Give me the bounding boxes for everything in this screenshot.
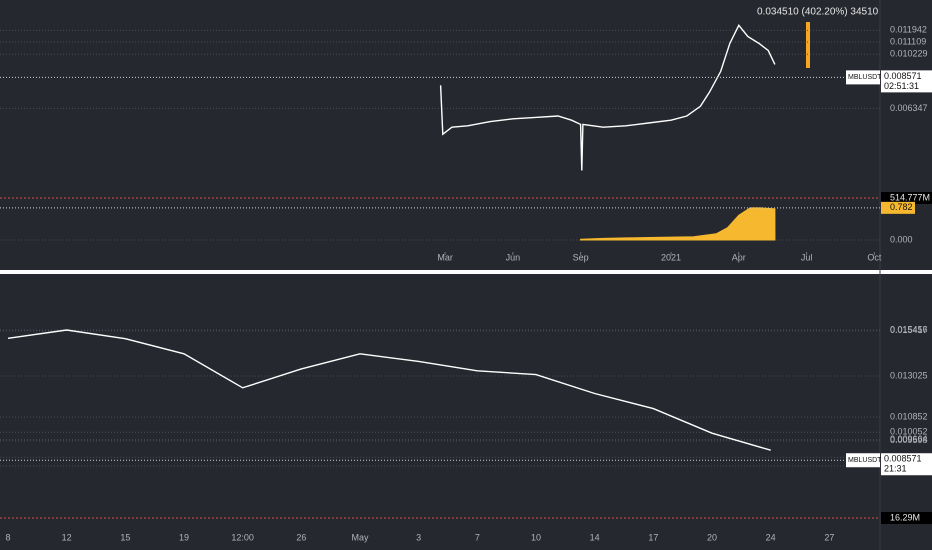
y-tick-label: 0.011942 bbox=[890, 25, 927, 35]
y-tick-label: 0.006347 bbox=[890, 103, 928, 113]
volume-tag bbox=[881, 192, 932, 204]
y-tick-label: 0.013025 bbox=[890, 370, 928, 380]
x-tick-label: Apr bbox=[732, 252, 746, 262]
indicator-label: 0.782 bbox=[890, 202, 913, 212]
symbol-label: MBLUSDT bbox=[848, 74, 882, 81]
indicator-area bbox=[580, 207, 776, 241]
volume-label: 16.29M bbox=[890, 512, 920, 522]
symbol-tag bbox=[846, 453, 880, 468]
measure-annotation: 0.034510 (402.20%) 34510 bbox=[757, 7, 879, 18]
x-tick-label: 17 bbox=[648, 532, 658, 542]
y-tick-label: 0.009598 bbox=[890, 435, 928, 445]
symbol-tag bbox=[846, 70, 880, 85]
x-tick-label: 12:00 bbox=[231, 532, 254, 542]
x-tick-label: Sep bbox=[573, 252, 589, 262]
x-tick-label: 24 bbox=[766, 532, 776, 542]
countdown: 02:51:31 bbox=[884, 81, 919, 91]
indicator-tag bbox=[881, 201, 915, 214]
symbol-label: MBLUSDT bbox=[848, 457, 882, 464]
price-tag bbox=[881, 70, 932, 93]
price-tag bbox=[881, 453, 932, 476]
y-tick-label: 0.010052 bbox=[890, 427, 928, 437]
divider bbox=[0, 270, 932, 274]
x-tick-label: 3 bbox=[416, 532, 421, 542]
price-label: 0.008571 bbox=[884, 71, 922, 81]
x-tick-label: 27 bbox=[824, 532, 834, 542]
x-tick-label: 15 bbox=[120, 532, 130, 542]
x-tick-label: 12 bbox=[62, 532, 72, 542]
x-tick-label: 26 bbox=[296, 532, 306, 542]
x-tick-label: 14 bbox=[590, 532, 600, 542]
y-tick-label: 0.015456 bbox=[890, 324, 928, 334]
x-tick-label: 2021 bbox=[661, 252, 681, 262]
measure-bar bbox=[806, 22, 810, 68]
y-tick-label: 0.009664 bbox=[890, 434, 928, 444]
x-tick-label: Oct bbox=[867, 252, 882, 262]
price-line bbox=[7, 329, 771, 451]
x-tick-label: 20 bbox=[707, 532, 717, 542]
y-tick-label: 0.000 bbox=[890, 234, 913, 244]
volume-tag bbox=[881, 512, 932, 524]
x-tick-label: Jul bbox=[801, 252, 813, 262]
y-tick-label: 0.010852 bbox=[890, 411, 928, 421]
price-line bbox=[439, 24, 776, 171]
y-tick-label: 0.010229 bbox=[890, 49, 928, 59]
y-tick-label: 0.015417 bbox=[890, 325, 928, 335]
volume-label: 514.777M bbox=[890, 192, 930, 202]
x-tick-label: Mar bbox=[437, 252, 453, 262]
price-label: 0.008571 bbox=[884, 454, 922, 464]
x-tick-label: Jun bbox=[506, 252, 521, 262]
x-tick-label: 19 bbox=[179, 532, 189, 542]
x-tick-label: 10 bbox=[531, 532, 541, 542]
x-tick-label: 7 bbox=[475, 532, 480, 542]
y-tick-label: 0.011109 bbox=[890, 36, 926, 46]
x-tick-label: 8 bbox=[5, 532, 10, 542]
x-tick-label: May bbox=[351, 532, 369, 542]
countdown: 21:31 bbox=[884, 464, 907, 474]
